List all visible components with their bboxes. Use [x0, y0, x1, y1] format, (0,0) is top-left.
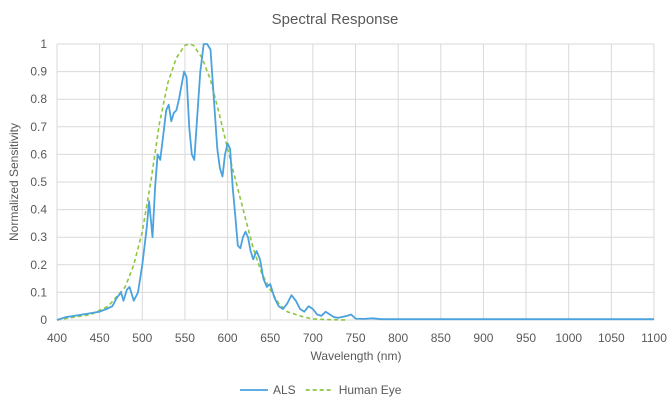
x-tick-label: 1050	[598, 331, 625, 345]
x-tick-label: 650	[260, 331, 280, 345]
legend-label-human-eye: Human Eye	[339, 383, 402, 397]
y-tick-label: 0.6	[30, 147, 47, 161]
y-tick-label: 0	[40, 313, 47, 327]
chart-grid	[56, 43, 655, 321]
y-tick-label: 0.3	[30, 230, 47, 244]
x-tick-label: 400	[47, 331, 67, 345]
y-tick-label: 0.7	[30, 120, 47, 134]
x-tick-label: 1000	[555, 331, 582, 345]
x-axis-ticks: 400 450 500 550 600 650 700 750 800 850 900 950 1000…	[47, 331, 667, 345]
x-axis-label: Wavelength (nm)	[311, 349, 402, 363]
x-tick-label: 900	[473, 331, 493, 345]
series-line-human-eye	[56, 43, 348, 321]
series-line-als	[56, 43, 654, 321]
x-tick-label: 600	[218, 331, 238, 345]
chart-legend: ALS Human Eye	[240, 383, 402, 397]
chart-title: Spectral Response	[272, 11, 399, 28]
x-tick-label: 950	[516, 331, 536, 345]
y-tick-label: 0.2	[30, 258, 47, 272]
y-tick-label: 1	[40, 37, 47, 51]
y-tick-label: 0.4	[30, 203, 47, 217]
series-group	[56, 43, 654, 321]
y-axis-label: Normalized Sensitivity	[7, 123, 21, 241]
y-tick-label: 0.8	[30, 92, 47, 106]
x-tick-label: 1100	[641, 331, 667, 345]
x-tick-label: 750	[345, 331, 365, 345]
x-tick-label: 550	[175, 331, 195, 345]
legend-label-als: ALS	[273, 383, 296, 397]
y-axis-ticks: 0 0.1 0.2 0.3 0.4 0.5 0.6 0.7 0.8 0.9 1	[30, 37, 47, 327]
x-tick-label: 500	[132, 331, 152, 345]
y-tick-label: 0.1	[30, 285, 47, 299]
x-tick-label: 800	[388, 331, 408, 345]
x-tick-label: 450	[90, 331, 110, 345]
y-tick-label: 0.5	[30, 175, 47, 189]
y-tick-label: 0.9	[30, 65, 47, 79]
x-tick-label: 700	[303, 331, 323, 345]
x-tick-label: 850	[431, 331, 451, 345]
